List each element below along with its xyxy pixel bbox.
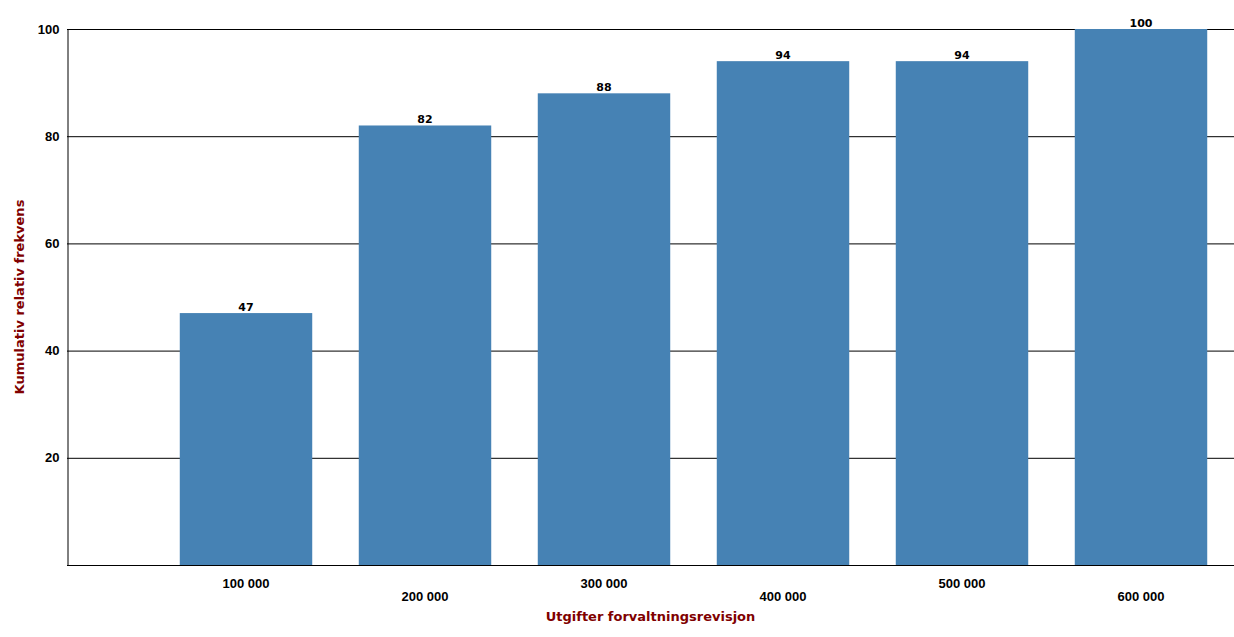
y-tick-label: 40	[45, 343, 59, 358]
x-axis: 100 000 200 000 300 000 400 000 500 000 600 0…	[223, 565, 1165, 604]
x-tick-label: 300 000	[581, 576, 628, 591]
y-axis: 20 40 60 80 100	[38, 22, 68, 566]
y-tick: 40	[45, 343, 67, 358]
chart: 47 82 88 94 94 100 20 40 60 80 100 100 000 200 000 30…	[0, 0, 1234, 637]
grid-line	[67, 29, 1234, 30]
y-tick: 100	[38, 22, 68, 37]
x-tick-label: 400 000	[760, 589, 807, 604]
x-tick: 200 000	[402, 565, 449, 604]
y-tick-label: 20	[45, 450, 59, 465]
bars	[180, 29, 1207, 565]
y-axis-title: Kumulativ relativ frekvens	[12, 199, 27, 394]
x-tick: 400 000	[760, 565, 807, 604]
y-tick-label: 60	[45, 236, 59, 251]
y-tick: 60	[45, 236, 67, 251]
x-tick: 300 000	[581, 565, 628, 591]
bar	[538, 93, 670, 565]
data-label: 94	[775, 49, 791, 62]
y-tick-label: 80	[45, 129, 59, 144]
data-labels: 47 82 88 94 94 100	[238, 17, 1152, 314]
y-tick: 20	[45, 450, 67, 465]
y-tick: 80	[45, 129, 67, 144]
x-tick: 600 000	[1118, 565, 1165, 604]
bar	[1075, 29, 1207, 565]
x-axis-title: Utgifter forvaltningsrevisjon	[546, 609, 756, 624]
x-tick-label: 600 000	[1118, 589, 1165, 604]
x-tick-label: 200 000	[402, 589, 449, 604]
data-label: 94	[954, 49, 970, 62]
data-label: 100	[1130, 17, 1153, 30]
x-tick: 500 000	[939, 565, 986, 591]
x-tick-label: 500 000	[939, 576, 986, 591]
y-tick-label: 100	[38, 22, 60, 37]
data-label: 47	[238, 301, 253, 314]
x-axis-line	[67, 565, 1234, 566]
bar	[717, 61, 849, 565]
bar	[896, 61, 1028, 565]
y-axis-line	[68, 30, 69, 566]
data-label: 82	[417, 113, 432, 126]
x-tick-label: 100 000	[223, 576, 270, 591]
x-tick: 100 000	[223, 565, 270, 591]
bar	[180, 313, 312, 565]
bar	[359, 125, 491, 565]
data-label: 88	[596, 81, 611, 94]
